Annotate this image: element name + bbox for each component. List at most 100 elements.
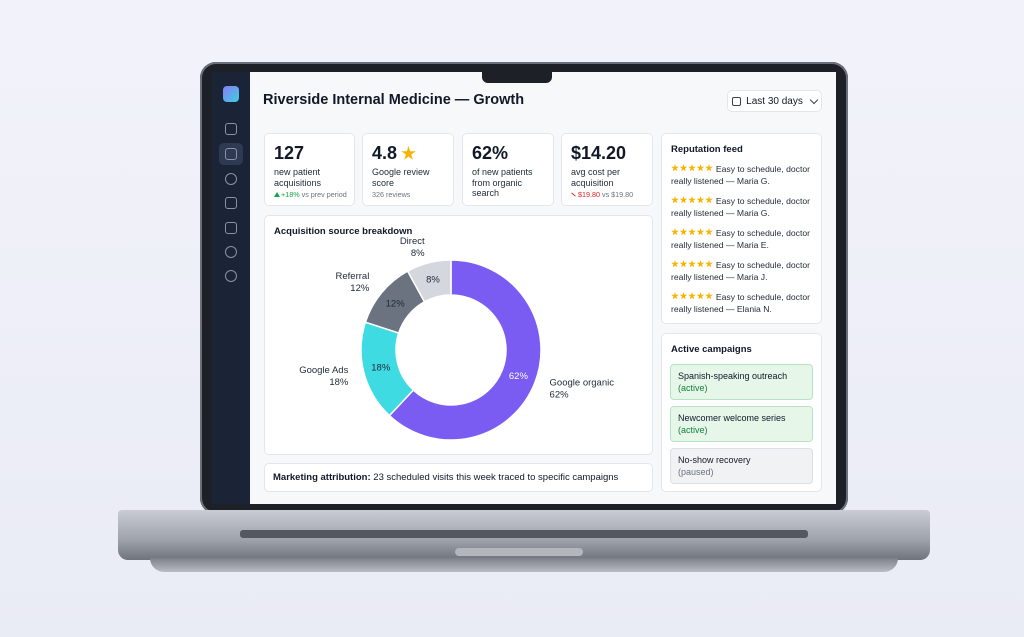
kpi-card: 127 new patient acquisitions +18% vs prev …: [264, 133, 355, 206]
delta-arrow: [274, 192, 280, 197]
kpi-value-text: $14.20: [571, 143, 627, 163]
nav-alerts[interactable]: [225, 246, 237, 258]
review: Easy to schedule, doctor really listened…: [671, 195, 819, 219]
review: Easy to schedule, doctor really listened…: [671, 227, 819, 251]
review: Easy to schedule, doctor really listened…: [671, 163, 819, 187]
rating-star: [671, 196, 679, 204]
category-percent: 8%: [411, 248, 425, 259]
chart-title: Acquisition source breakdown: [274, 226, 413, 237]
attribution-text: 23 scheduled visits this week traced to …: [373, 472, 619, 483]
review-author: — Elania N.: [725, 304, 772, 314]
attribution-label: Marketing attribution:: [273, 472, 371, 483]
review-author: — Maria G.: [725, 176, 770, 186]
kpi-label: avg cost per acquisition: [571, 167, 621, 188]
rating-star: [688, 260, 696, 268]
category-label: Google organic: [550, 378, 615, 389]
rating-star: [688, 228, 696, 236]
campaign[interactable]: Newcomer welcome series (active): [670, 406, 813, 442]
kpi-note-text: 326 reviews: [372, 190, 411, 199]
page-title: Riverside Internal Medicine — Growth: [263, 92, 525, 108]
rating-star: [688, 164, 696, 172]
trackpad-lip: [455, 548, 583, 556]
rating-star: [688, 292, 696, 300]
kpi-note-text: vs $19.80: [601, 190, 634, 199]
rating-star: [671, 228, 679, 236]
kpi-card: 62% of new patients from organic search: [462, 133, 554, 206]
rating-star: [705, 260, 713, 268]
rating-star: [679, 196, 688, 204]
reputation-title: Reputation feed: [671, 144, 743, 155]
slice-label: 8%: [426, 274, 440, 285]
keyboard-hinge: [240, 530, 808, 538]
donut-slice: [388, 259, 542, 441]
campaign-name: No-show recovery: [678, 455, 751, 465]
kpi-value-text: 127: [274, 143, 305, 163]
rating-star: [671, 260, 679, 268]
nav-reports[interactable]: [225, 222, 237, 234]
kpi-note: +18% vs prev period: [274, 190, 347, 199]
review-author: — Maria J.: [725, 272, 768, 282]
review-text: Easy to schedule, doctor really listened: [671, 196, 810, 218]
rating-star: [696, 164, 705, 172]
rating-star: [671, 164, 679, 172]
slice-label: 62%: [509, 371, 529, 382]
nav-settings[interactable]: [225, 270, 237, 282]
date-range-label: Last 30 days: [746, 95, 803, 107]
campaign[interactable]: No-show recovery (paused): [670, 448, 813, 484]
rating-star: [671, 292, 679, 300]
kpi-note: $19.80 vs $19.80: [571, 190, 633, 199]
review-text: Easy to schedule, doctor really listened: [671, 164, 810, 186]
category-percent: 62%: [550, 390, 570, 401]
reputation-card: Reputation feed Easy to schedule, doctor…: [661, 133, 822, 324]
kpi-value: 4.8: [372, 143, 416, 164]
review-text: Easy to schedule, doctor really listened: [671, 228, 810, 250]
nav-home[interactable]: [225, 123, 237, 135]
kpi-delta: +18%: [281, 190, 300, 199]
kpi-value: 62%: [472, 143, 508, 164]
rating-star: [679, 260, 688, 268]
kpi-label: of new patients from organic search: [472, 167, 533, 198]
kpi-delta: $19.80: [578, 190, 600, 199]
nav-patients[interactable]: [225, 173, 237, 185]
campaign-status: (paused): [678, 467, 714, 477]
review: Easy to schedule, doctor really listened…: [671, 259, 819, 283]
nav-campaigns[interactable]: [225, 197, 237, 209]
rating-star: [705, 196, 713, 204]
kpi-card: $14.20 avg cost per acquisition $19.80 vs …: [561, 133, 653, 206]
rating-star: [679, 164, 688, 172]
campaign-status: (active): [678, 425, 708, 435]
calendar-icon: [732, 96, 742, 106]
kpi-label: Google review score: [372, 167, 430, 188]
kpi-value: 127: [274, 143, 304, 164]
review-text: Easy to schedule, doctor really listened: [671, 292, 810, 314]
kpi-value-text: 62%: [472, 143, 509, 163]
rating-star: [705, 164, 713, 172]
category-label: Direct: [400, 236, 425, 247]
campaign-name: Newcomer welcome series: [678, 413, 786, 423]
rating-star: [705, 292, 713, 300]
rating-star: [696, 196, 705, 204]
review-text: Easy to schedule, doctor really listened: [671, 260, 810, 282]
laptop-base-front: [150, 558, 898, 572]
rating-star: [688, 196, 696, 204]
kpi-label: new patient acquisitions: [274, 167, 322, 188]
campaigns-title: Active campaigns: [671, 344, 752, 355]
date-range-button[interactable]: Last 30 days: [727, 90, 822, 112]
kpi-value: $14.20: [571, 143, 626, 164]
rating-star: [705, 228, 713, 236]
category-label: Referral: [336, 271, 370, 282]
rating-star: [696, 260, 705, 268]
campaign-status: (active): [678, 383, 708, 393]
donut-slice: [406, 259, 452, 303]
category-label: Google Ads: [299, 365, 348, 376]
campaigns-card: Active campaigns Spanish-speaking outrea…: [661, 333, 822, 492]
rating-star: [679, 228, 688, 236]
rating-star: [679, 292, 688, 300]
nav-analytics[interactable]: [225, 148, 237, 160]
review-author: — Maria E.: [725, 240, 769, 250]
logo[interactable]: [223, 86, 239, 102]
rating-star: [696, 292, 705, 300]
campaign[interactable]: Spanish-speaking outreach (active): [670, 364, 813, 400]
